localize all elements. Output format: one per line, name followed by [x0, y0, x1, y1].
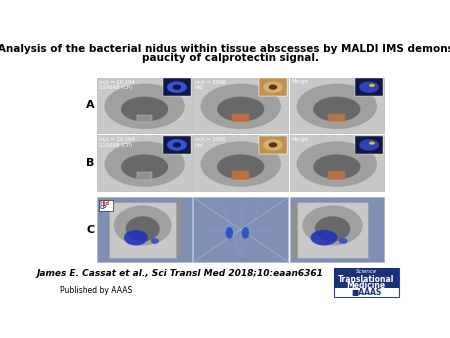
Bar	[137, 115, 152, 122]
Text: m/z = 10,164
S100A8 (CP): m/z = 10,164 S100A8 (CP)	[99, 79, 135, 90]
Ellipse shape	[121, 97, 168, 122]
Ellipse shape	[173, 84, 181, 90]
Ellipse shape	[302, 206, 363, 245]
Bar	[334, 268, 399, 297]
Bar	[289, 135, 384, 191]
Ellipse shape	[217, 97, 264, 122]
Ellipse shape	[167, 81, 187, 93]
Bar	[329, 172, 344, 180]
Ellipse shape	[173, 142, 181, 148]
Ellipse shape	[217, 154, 264, 179]
Bar	[137, 172, 152, 180]
Ellipse shape	[313, 154, 360, 179]
Ellipse shape	[151, 238, 159, 244]
Bar	[97, 77, 192, 133]
Ellipse shape	[167, 139, 187, 151]
Bar	[289, 197, 384, 262]
Ellipse shape	[124, 230, 148, 245]
Text: paucity of calprotectin signal.: paucity of calprotectin signal.	[142, 53, 319, 63]
Bar	[259, 136, 287, 154]
Ellipse shape	[339, 238, 347, 244]
Text: James E. Cassat et al., Sci Transl Med 2018;10:eaan6361: James E. Cassat et al., Sci Transl Med 2…	[37, 269, 324, 278]
Bar	[289, 77, 384, 133]
Text: Science: Science	[356, 269, 377, 274]
Ellipse shape	[297, 83, 377, 129]
Ellipse shape	[269, 142, 277, 148]
Polygon shape	[292, 202, 297, 260]
Text: Fig. 7 Analysis of the bacterial nidus within tissue abscesses by MALDI IMS demo: Fig. 7 Analysis of the bacterial nidus w…	[0, 44, 450, 54]
Ellipse shape	[310, 230, 338, 245]
Bar	[108, 202, 177, 258]
Bar	[194, 135, 288, 191]
Ellipse shape	[225, 227, 233, 239]
Bar	[259, 136, 287, 154]
Text: CP: CP	[99, 206, 107, 210]
Bar	[329, 115, 344, 122]
Bar	[99, 200, 113, 211]
Bar	[194, 77, 288, 133]
Ellipse shape	[126, 216, 160, 241]
Ellipse shape	[369, 142, 375, 145]
Bar	[355, 78, 383, 96]
Bar	[232, 171, 249, 180]
Text: B: B	[86, 158, 94, 168]
Text: m/z = 3006
Hid: m/z = 3006 Hid	[195, 79, 226, 90]
Text: Hid: Hid	[99, 201, 110, 206]
Ellipse shape	[201, 83, 281, 129]
Text: C: C	[86, 224, 94, 235]
Bar	[194, 197, 288, 262]
Bar	[97, 197, 192, 262]
Ellipse shape	[263, 139, 283, 151]
Bar	[259, 78, 287, 96]
Ellipse shape	[359, 81, 379, 93]
Ellipse shape	[104, 83, 185, 129]
Bar	[334, 268, 399, 288]
Bar	[328, 171, 345, 180]
Text: Merge: Merge	[291, 137, 308, 142]
Ellipse shape	[263, 81, 283, 93]
Ellipse shape	[242, 227, 249, 239]
Ellipse shape	[201, 141, 281, 187]
Ellipse shape	[369, 84, 375, 87]
Text: Merge: Merge	[291, 79, 308, 84]
Bar	[163, 78, 191, 96]
Bar	[163, 136, 191, 154]
Ellipse shape	[297, 141, 377, 187]
Bar	[259, 78, 287, 96]
Ellipse shape	[315, 216, 350, 241]
Ellipse shape	[359, 139, 379, 151]
Text: Translational: Translational	[338, 275, 395, 284]
Bar	[97, 135, 192, 191]
Bar	[328, 114, 345, 122]
Text: m/z = 3006
Hid: m/z = 3006 Hid	[195, 137, 226, 148]
Text: m/z = 10,164
S100A8 (CP): m/z = 10,164 S100A8 (CP)	[99, 137, 135, 148]
Ellipse shape	[269, 84, 277, 90]
Text: ■AAAS: ■AAAS	[351, 289, 382, 297]
Text: A: A	[86, 100, 94, 110]
Ellipse shape	[313, 97, 360, 122]
Ellipse shape	[121, 154, 168, 179]
Ellipse shape	[104, 141, 185, 187]
Bar	[355, 136, 383, 154]
Bar	[297, 202, 368, 258]
Bar	[233, 115, 248, 122]
Polygon shape	[177, 199, 182, 258]
Bar	[233, 172, 248, 180]
Ellipse shape	[114, 206, 171, 245]
Text: Medicine: Medicine	[346, 281, 386, 290]
Bar	[232, 114, 249, 122]
Text: Published by AAAS: Published by AAAS	[60, 286, 132, 295]
